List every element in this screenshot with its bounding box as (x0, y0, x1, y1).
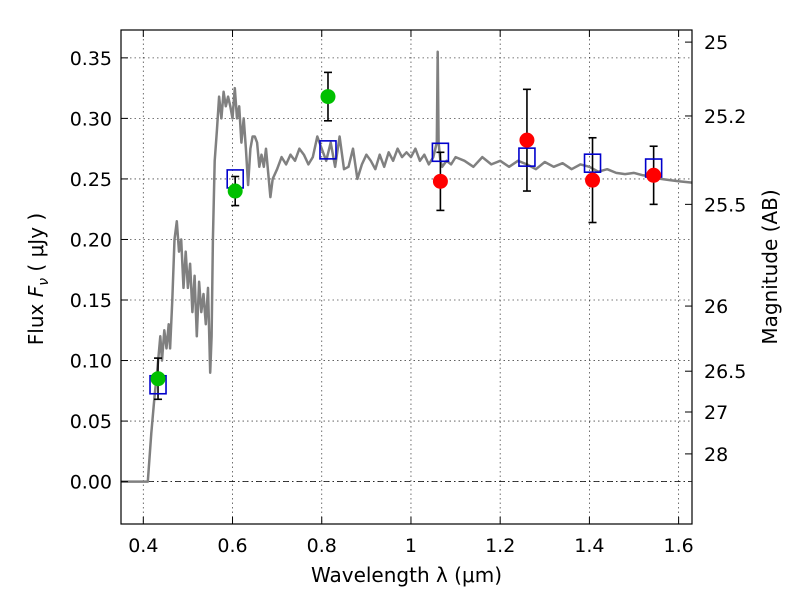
magnitude-axis-ticks: 25 25.2 25.5 26 26.5 27 28 (685, 32, 746, 466)
observed-points (150, 89, 662, 387)
red-point-3 (646, 167, 662, 183)
y-tick-label-3: 0.15 (70, 290, 112, 312)
red-point-0 (432, 173, 448, 189)
mag-tick-label-6: 28 (704, 444, 728, 466)
y-tick-label-2: 0.10 (70, 351, 112, 373)
model-sed-line (121, 50, 693, 483)
x-tick-label-1: 0.6 (217, 535, 247, 557)
y-tick-label-0: 0.00 (70, 472, 112, 494)
y-tick-label-6: 0.30 (70, 108, 112, 130)
x-tick-label-5: 1.4 (574, 535, 604, 557)
x-tick-label-0: 0.4 (128, 535, 158, 557)
y-axis-ticks: 0.00 0.05 0.10 0.15 0.20 0.25 0.30 0.35 (70, 48, 128, 494)
x-axis-ticks: 0.4 0.6 0.8 1 1.2 1.4 1.6 (128, 30, 694, 557)
mag-tick-label-4: 26.5 (704, 361, 746, 383)
model-box-5 (583, 153, 602, 173)
error-bars (154, 71, 658, 401)
grid (121, 30, 692, 524)
x-axis-label: Wavelength λ (μm) (311, 563, 502, 587)
mag-tick-label-2: 25.5 (704, 194, 746, 216)
red-point-2 (585, 172, 601, 188)
magnitude-axis-label: Magnitude (AB) (758, 189, 782, 344)
model-sed (121, 50, 693, 483)
x-tick-label-2: 0.8 (307, 535, 337, 557)
y-axis-label: Flux Fν ( μJy ) (24, 213, 52, 345)
mag-tick-label-0: 25 (704, 32, 728, 54)
mag-tick-label-5: 27 (704, 402, 728, 424)
green-point-1 (227, 183, 243, 199)
x-tick-label-4: 1.2 (485, 535, 515, 557)
y-tick-label-7: 0.35 (70, 48, 112, 70)
green-point-0 (150, 371, 166, 387)
y-tick-label-5: 0.25 (70, 169, 112, 191)
y-tick-label-1: 0.05 (70, 411, 112, 433)
y-tick-label-4: 0.20 (70, 229, 112, 251)
x-tick-label-6: 1.6 (664, 535, 694, 557)
mag-tick-label-1: 25.2 (704, 106, 746, 128)
model-box-2 (319, 140, 337, 160)
mag-tick-label-3: 26 (704, 296, 728, 318)
plot-frame (120, 29, 693, 525)
green-point-2 (320, 89, 336, 105)
model-box-4 (518, 147, 536, 167)
red-point-1 (519, 132, 535, 148)
x-tick-label-3: 1 (405, 535, 417, 557)
model-box-3 (431, 142, 450, 163)
